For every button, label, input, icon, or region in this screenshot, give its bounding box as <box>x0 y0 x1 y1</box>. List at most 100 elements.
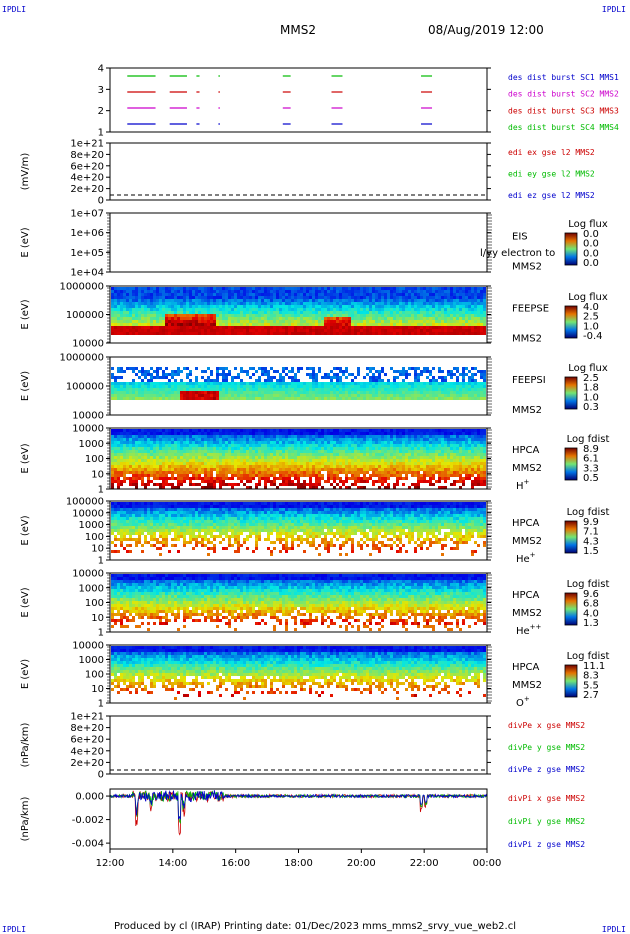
feepse-cell <box>372 323 375 326</box>
feepsi-cell <box>282 370 285 373</box>
feepsi-cell <box>222 373 225 376</box>
feepsi-cell <box>309 397 312 400</box>
feepse-cell <box>351 308 354 311</box>
feepse-cell <box>345 308 348 311</box>
feepse-cell <box>375 311 378 314</box>
hpca-h-cell <box>207 471 210 474</box>
feepsi-cell <box>240 394 243 397</box>
feepse-cell <box>237 290 240 293</box>
feepse-cell <box>237 323 240 326</box>
feepse-cell <box>267 329 270 332</box>
hpca-h-cell <box>168 468 171 471</box>
feepse-cell <box>192 326 195 329</box>
feepse-cell <box>324 314 327 317</box>
feepse-cell <box>288 329 291 332</box>
hpca-h-cell <box>255 456 258 459</box>
hpca-h-cell <box>129 459 132 462</box>
feepse-cell <box>216 302 219 305</box>
feepse-cell <box>300 320 303 323</box>
feepse-colorbar-title: Log flux <box>568 292 608 303</box>
feepse-cell <box>408 296 411 299</box>
feepse-cell <box>366 299 369 302</box>
hpca-h-cell <box>255 432 258 435</box>
feepsi-cell <box>417 373 420 376</box>
feepse-cell <box>483 290 486 293</box>
feepsi-cell <box>204 394 207 397</box>
hpca-h-cell <box>279 453 282 456</box>
feepsi-cell <box>357 397 360 400</box>
feepsi-cell <box>204 388 207 391</box>
hpca-h-cell <box>177 450 180 453</box>
hpca-h-cell <box>354 468 357 471</box>
feepsi-cell <box>261 382 264 385</box>
hpca-h-cell <box>276 447 279 450</box>
feepse-cell <box>156 317 159 320</box>
feepse-cell <box>186 290 189 293</box>
feepse-cell <box>342 323 345 326</box>
hpca-h-heatmap-cells <box>111 429 486 489</box>
feepse-cell <box>279 323 282 326</box>
feepse-cell <box>126 305 129 308</box>
feepsi-cell <box>318 397 321 400</box>
feepse-cell <box>471 311 474 314</box>
hpca-h-cell <box>132 435 135 438</box>
hpca-h-cell <box>150 456 153 459</box>
feepse-cell <box>375 293 378 296</box>
hpca-h-cell <box>315 468 318 471</box>
hpca-h-cell <box>366 471 369 474</box>
feepse-cell <box>483 314 486 317</box>
hpca-h-cell <box>306 429 309 432</box>
hpca-h-cell <box>138 453 141 456</box>
feepsi-cell <box>432 388 435 391</box>
hpca-h-cell <box>222 474 225 477</box>
feepse-cell <box>228 311 231 314</box>
hpca-h-cell <box>321 462 324 465</box>
hpca-h-cell <box>342 471 345 474</box>
feepse-cell <box>381 302 384 305</box>
feepsi-cell <box>294 388 297 391</box>
hpca-h-cell <box>219 474 222 477</box>
hpca-h-cell <box>174 468 177 471</box>
feepse-cell <box>381 323 384 326</box>
hpca-h-cell <box>318 429 321 432</box>
feepsi-cell <box>273 397 276 400</box>
feepsi-cell <box>399 385 402 388</box>
feepsi-cell <box>276 397 279 400</box>
feepse-cell <box>471 287 474 290</box>
hpca-h-cell <box>237 444 240 447</box>
feepsi-cell <box>423 388 426 391</box>
hpca-h-cell <box>117 471 120 474</box>
feepse-cell <box>453 323 456 326</box>
feepse-cell <box>192 308 195 311</box>
feepse-cell <box>333 302 336 305</box>
hpca-h-cell <box>186 438 189 441</box>
feepse-cell <box>462 329 465 332</box>
hpca-h-cell <box>120 450 123 453</box>
hpca-h-cell <box>354 456 357 459</box>
feepse-cell <box>477 320 480 323</box>
feepse-cell <box>246 317 249 320</box>
feepse-cell <box>447 287 450 290</box>
hpca-h-cell <box>327 456 330 459</box>
feepse-cell <box>408 320 411 323</box>
feepsi-cell <box>330 391 333 394</box>
feepsi-cell <box>306 391 309 394</box>
hpca-h-cell <box>189 429 192 432</box>
hpca-h-cell <box>201 465 204 468</box>
hpca-h-cell <box>336 450 339 453</box>
feepse-cell <box>219 302 222 305</box>
hpca-h-cell <box>219 435 222 438</box>
hpca-h-cell <box>297 465 300 468</box>
feepse-cell <box>234 308 237 311</box>
feepse-cell <box>168 302 171 305</box>
feepsi-cell <box>459 397 462 400</box>
feepse-cell <box>462 290 465 293</box>
feepse-cell <box>336 305 339 308</box>
hpca-h-cell <box>249 474 252 477</box>
feepse-cell <box>153 299 156 302</box>
feepsi-cell <box>186 367 189 370</box>
feepsi-cell <box>312 373 315 376</box>
feepsi-cell <box>270 388 273 391</box>
hpca-h-cell <box>372 444 375 447</box>
hpca-h-cell <box>360 453 363 456</box>
